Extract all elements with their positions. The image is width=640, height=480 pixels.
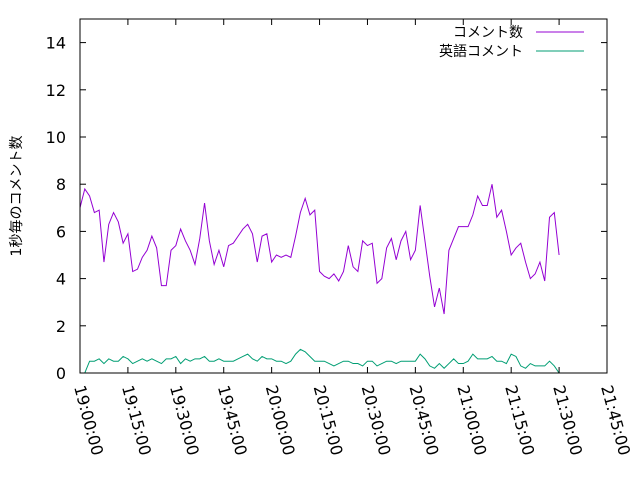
series-layer <box>79 184 560 374</box>
ticks-layer: 0 2 4 6 8 10 12 14 19:00:00 19:15:00 19:30:00 19:45… <box>46 19 634 457</box>
plot-frame <box>79 18 608 374</box>
x-tick-label: 19:45:00 <box>214 383 251 457</box>
x-tick-label: 20:00:00 <box>262 383 299 457</box>
y-tick-label: 12 <box>46 81 66 100</box>
x-tick-label: 20:15:00 <box>310 383 347 457</box>
y-tick-label: 8 <box>56 175 66 194</box>
series-line <box>80 348 560 374</box>
legend-label: 英語コメント <box>439 43 523 60</box>
x-tick-label: 21:00:00 <box>453 383 490 457</box>
y-tick-label: 14 <box>46 34 66 53</box>
x-tick-label: 19:30:00 <box>166 383 203 457</box>
x-tick-label: 21:15:00 <box>501 383 538 457</box>
x-tick-label: 20:45:00 <box>405 383 442 457</box>
y-tick-label: 4 <box>56 270 66 289</box>
x-tick-label: 19:15:00 <box>118 383 155 457</box>
x-tick-label: 21:30:00 <box>549 383 586 457</box>
y-axis-label: 1秒毎のコメント数 <box>9 136 25 257</box>
legend-label: コメント数 <box>453 25 523 41</box>
y-tick-label: 10 <box>46 128 66 147</box>
x-tick-label: 21:45:00 <box>597 383 634 457</box>
y-tick-label: 0 <box>56 364 66 383</box>
x-tick-label: 19:00:00 <box>70 383 107 457</box>
y-tick-label: 2 <box>56 317 66 336</box>
x-tick-label: 20:30:00 <box>358 383 395 457</box>
series-line <box>79 184 560 315</box>
y-tick-label: 6 <box>56 222 66 241</box>
